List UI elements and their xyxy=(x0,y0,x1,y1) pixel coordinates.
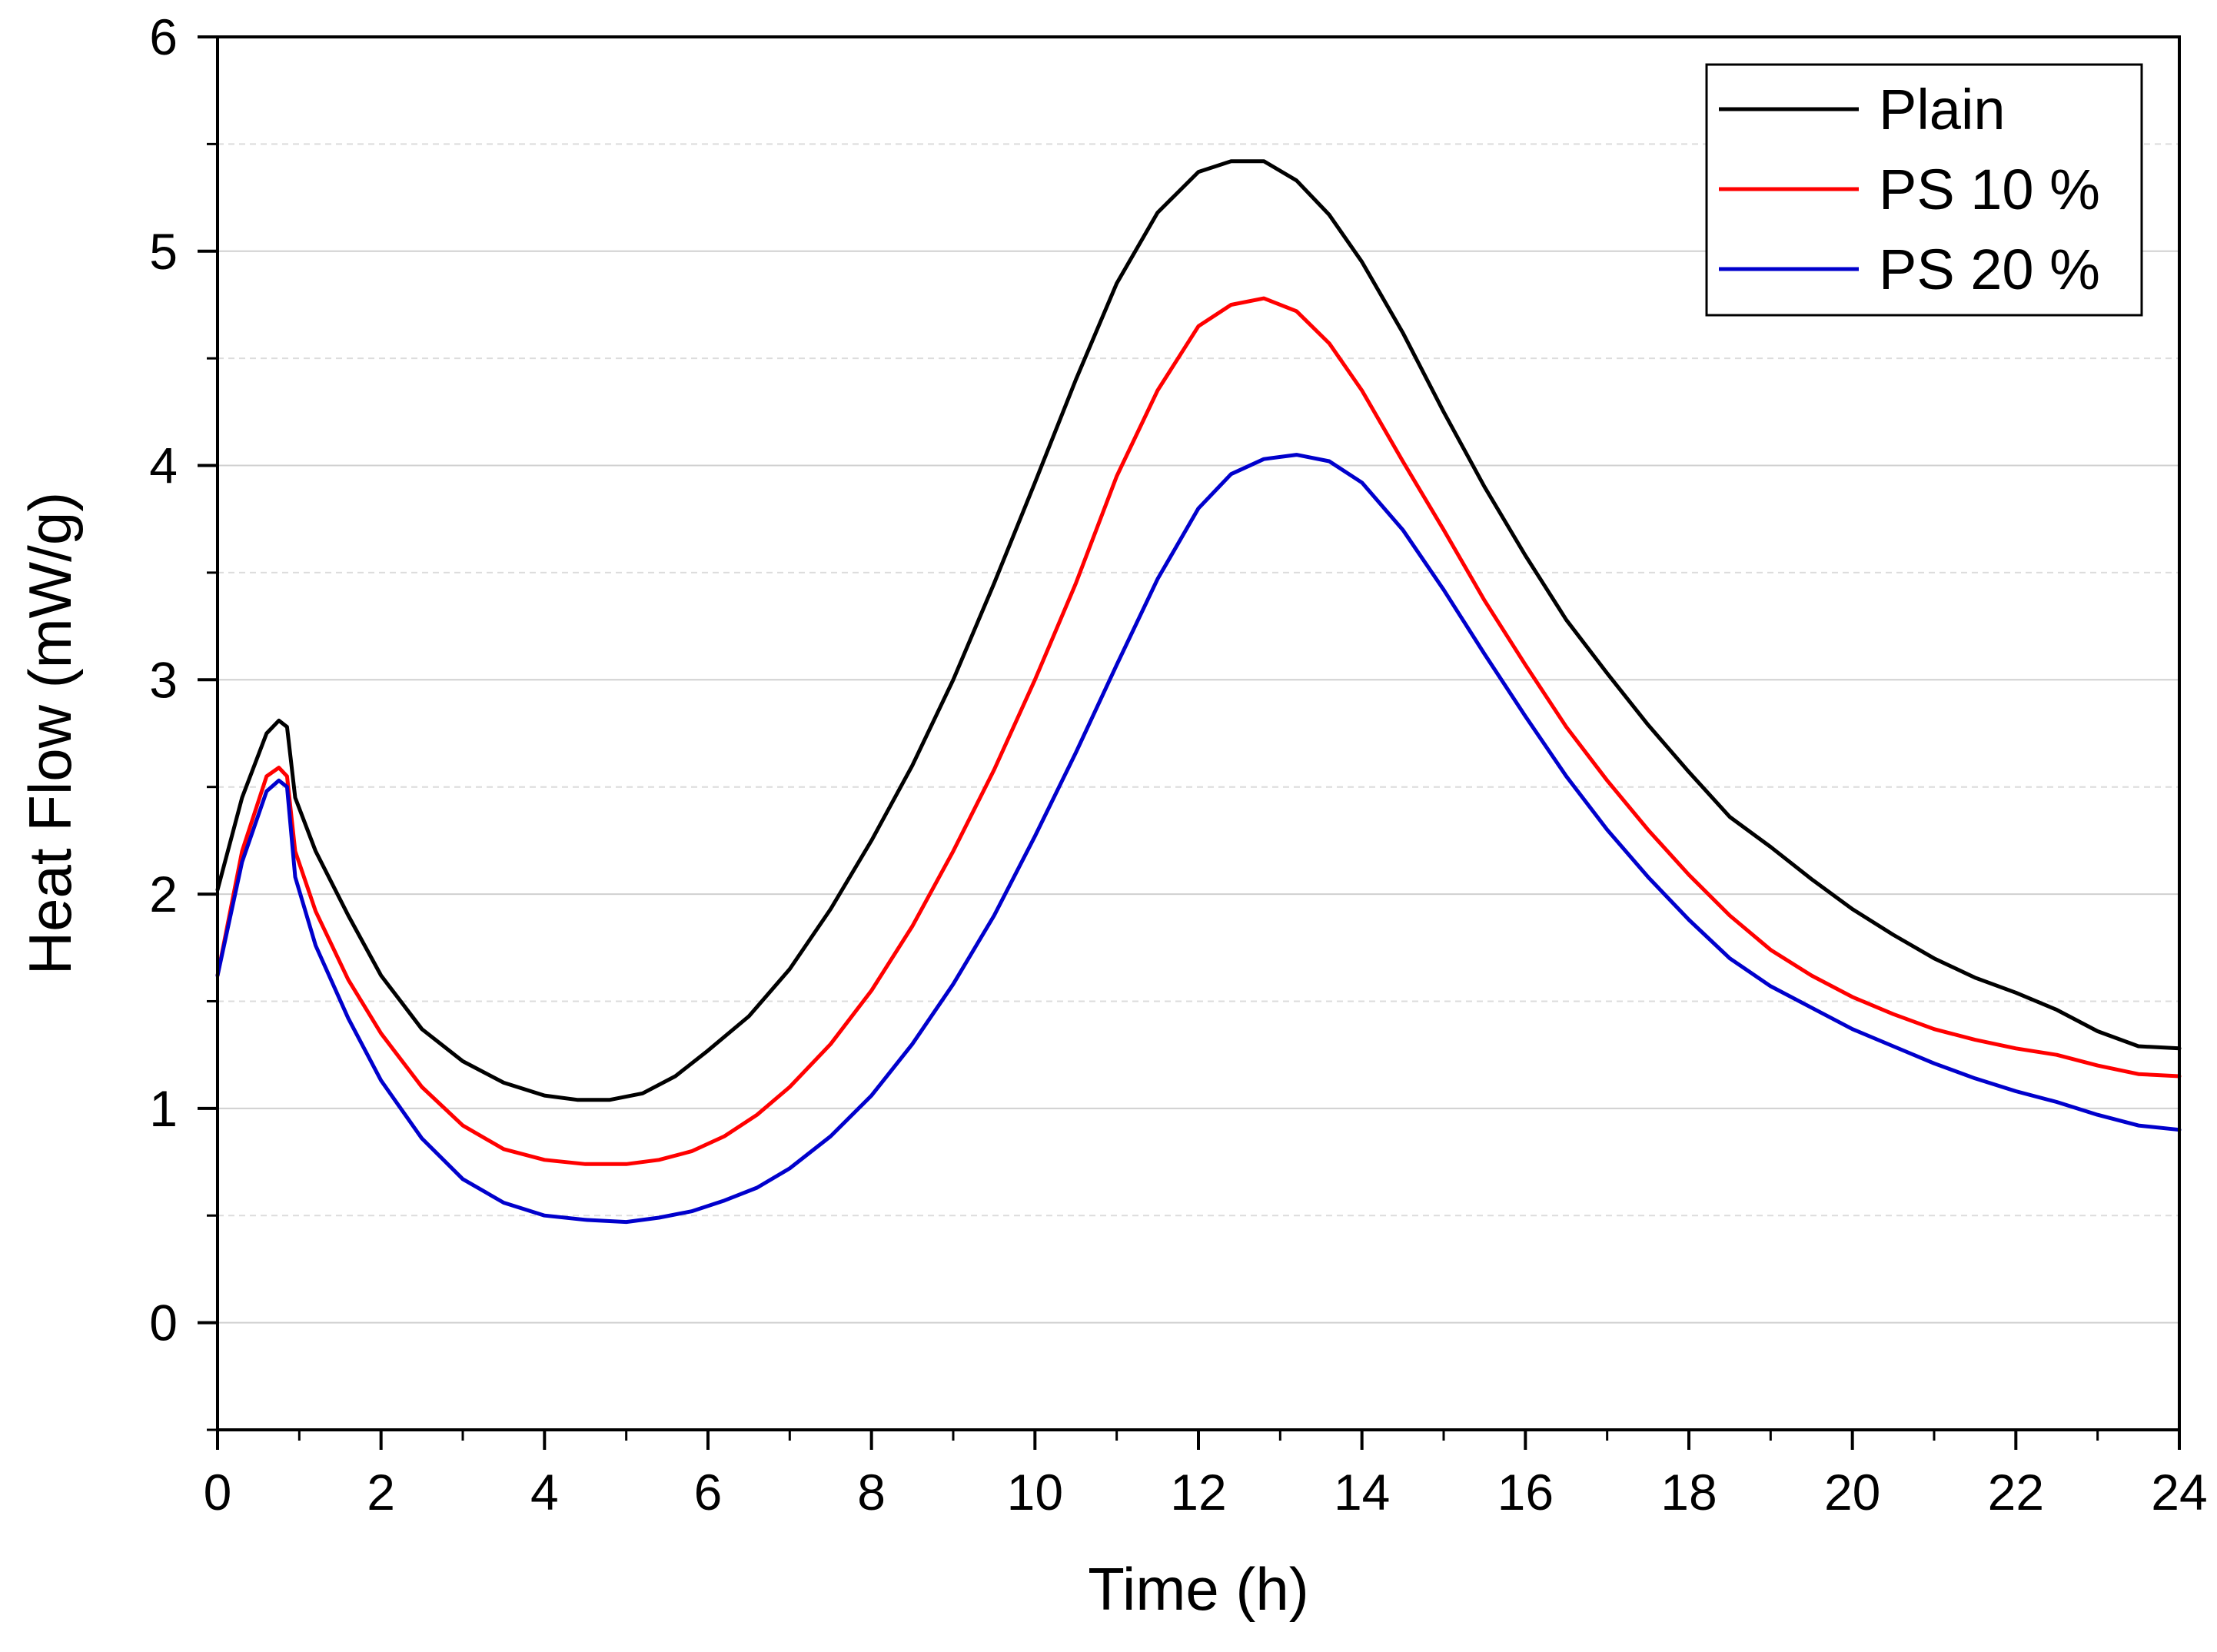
x-tick-label: 8 xyxy=(857,1464,886,1521)
legend-label-ps-10: PS 10 % xyxy=(1879,158,2100,221)
x-tick-label: 22 xyxy=(1988,1464,2044,1521)
y-axis: 0 1 2 3 4 5 6 xyxy=(149,8,218,1431)
x-tick-label: 14 xyxy=(1334,1464,1390,1521)
x-tick-label: 2 xyxy=(367,1464,395,1521)
grid-layer xyxy=(218,143,2179,1324)
legend-label-plain: Plain xyxy=(1879,78,2006,141)
x-tick-label: 12 xyxy=(1170,1464,1226,1521)
y-tick-label: 1 xyxy=(149,1080,178,1137)
legend: Plain PS 10 % PS 20 % xyxy=(1705,63,2143,317)
x-tick-label: 10 xyxy=(1007,1464,1063,1521)
y-tick-label: 4 xyxy=(149,437,178,494)
y-tick-label: 6 xyxy=(149,8,178,65)
x-axis: 0 2 4 6 8 10 12 14 16 18 20 22 24 xyxy=(204,1430,2208,1521)
x-tick-label: 18 xyxy=(1660,1464,1717,1521)
x-tick-label: 24 xyxy=(2151,1464,2207,1521)
x-tick-label: 16 xyxy=(1497,1464,1554,1521)
legend-label-ps-20: PS 20 % xyxy=(1879,238,2100,301)
series-line-ps-20 xyxy=(215,453,2182,1225)
y-axis-label: Heat Flow (mW/g) xyxy=(16,492,84,975)
x-tick-label: 4 xyxy=(530,1464,559,1521)
x-tick-label: 20 xyxy=(1824,1464,1880,1521)
x-tick-label: 6 xyxy=(694,1464,723,1521)
y-tick-label: 3 xyxy=(149,651,178,708)
series-line-ps-10 xyxy=(215,296,2182,1166)
y-tick-label: 0 xyxy=(149,1295,178,1351)
y-tick-label: 2 xyxy=(149,866,178,922)
x-axis-label: Time (h) xyxy=(1088,1555,1308,1623)
x-tick-label: 0 xyxy=(204,1464,232,1521)
y-tick-label: 5 xyxy=(149,223,178,280)
series-line-plain xyxy=(215,159,2182,1102)
series-layer xyxy=(215,159,2182,1225)
